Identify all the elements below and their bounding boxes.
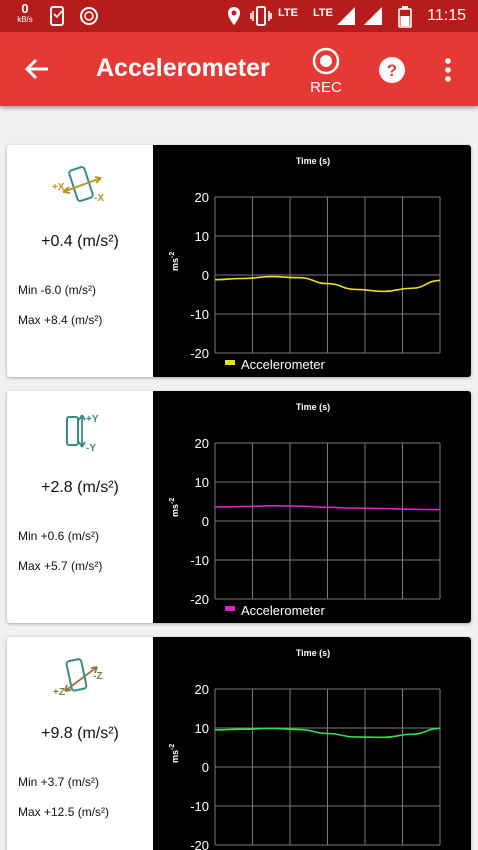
record-label: REC <box>310 79 342 96</box>
z-axis-icon: -Z +Z <box>53 658 102 697</box>
y-tick-label: -20 <box>190 838 209 850</box>
max-value: Max +12.5 (m/s²) <box>18 805 110 819</box>
back-arrow-icon[interactable] <box>22 54 52 84</box>
z-minus-label: -Z <box>93 671 102 682</box>
legend-swatch <box>225 606 235 611</box>
status-bar: 0 kB/s LTE LTE R R 11:15 <box>0 0 478 32</box>
y-axis-label: ms-2 <box>169 744 180 763</box>
sensor-card-z: -Z +Z +9.8 (m/s²) Min +3.7 (m/s²) Max +1… <box>7 637 471 850</box>
legend-label: Accelerometer <box>241 357 325 372</box>
current-value: +9.8 (m/s²) <box>41 725 119 742</box>
y-tick-label: 10 <box>195 721 209 736</box>
legend-label: Accelerometer <box>241 603 325 618</box>
y-axis-label-exponent: -2 <box>169 252 176 258</box>
net-speed-value: 0 <box>21 1 29 16</box>
signal-icon <box>337 7 355 25</box>
chart-time-label: Time (s) <box>296 156 330 166</box>
legend-swatch <box>225 360 235 365</box>
y-tick-label: 10 <box>195 475 209 490</box>
sensor-card-y: +Y -Y +2.8 (m/s²) Min +0.6 (m/s²) Max +5… <box>7 391 471 623</box>
x-plus-label: +X <box>52 182 65 193</box>
series-line <box>214 275 441 293</box>
sensor-readout-y: +Y -Y +2.8 (m/s²) Min +0.6 (m/s²) Max +5… <box>7 391 153 623</box>
app-icon <box>80 7 98 25</box>
sensor-readout-x: +X -X +0.4 (m/s²) Min -6.0 (m/s²) Max +8… <box>7 145 153 377</box>
min-value: Min -6.0 (m/s²) <box>18 283 96 297</box>
chart-x: Time (s) 20 10 0 -10 -20 ms-2 Accelerometer <box>153 145 471 377</box>
app-bar: Accelerometer REC ? <box>0 32 478 106</box>
y-tick-label: 20 <box>195 436 209 451</box>
sensor-card-x: +X -X +0.4 (m/s²) Min -6.0 (m/s²) Max +8… <box>7 145 471 377</box>
max-value: Max +5.7 (m/s²) <box>18 559 103 573</box>
vibrate-icon <box>250 6 272 26</box>
roaming-indicator-1: R <box>339 11 345 20</box>
chart-time-label: Time (s) <box>296 648 330 658</box>
y-tick-label: -10 <box>190 307 209 322</box>
screenshot-icon <box>50 6 64 26</box>
y-tick-label: -10 <box>190 799 209 814</box>
series-line <box>214 727 441 739</box>
y-axis-icon: +Y -Y <box>66 414 99 451</box>
y-tick-label: 20 <box>195 682 209 697</box>
line-chart-x: Time (s) 20 10 0 -10 -20 ms-2 Accelerometer <box>169 156 441 372</box>
roaming-indicator-2: R <box>366 11 372 20</box>
y-axis-label: ms-2 <box>169 498 180 517</box>
min-value: Min +0.6 (m/s²) <box>18 529 100 543</box>
y-tick-label: 10 <box>195 229 209 244</box>
svg-text:?: ? <box>387 61 397 80</box>
y-tick-label: 0 <box>202 760 209 775</box>
help-icon[interactable]: ? <box>378 56 406 84</box>
sensor-readout-z: -Z +Z +9.8 (m/s²) Min +3.7 (m/s²) Max +1… <box>7 637 153 850</box>
y-tick-label: 0 <box>202 514 209 529</box>
chart-time-label: Time (s) <box>296 402 330 412</box>
y-tick-label: 0 <box>202 268 209 283</box>
line-chart-y: Time (s) 20 10 0 -10 -20 ms-2 Accelerometer <box>169 402 441 618</box>
lte-indicator-2: LTE <box>313 7 333 19</box>
x-axis-icon: +X -X <box>52 166 104 204</box>
x-minus-label: -X <box>94 193 104 204</box>
max-value: Max +8.4 (m/s²) <box>18 313 103 327</box>
current-value: +0.4 (m/s²) <box>41 233 119 250</box>
y-axis-label-exponent: -2 <box>169 744 176 750</box>
min-value: Min +3.7 (m/s²) <box>18 775 100 789</box>
net-speed-indicator: 0 kB/s <box>14 1 36 25</box>
series-line <box>214 504 441 511</box>
signal-icon <box>364 7 382 25</box>
y-tick-label: -20 <box>190 346 209 361</box>
lte-indicator-1: LTE <box>278 7 298 19</box>
z-plus-label: +Z <box>53 687 65 697</box>
clock: 11:15 <box>427 7 466 24</box>
y-tick-label: 20 <box>195 190 209 205</box>
location-icon <box>228 7 240 25</box>
page-title: Accelerometer <box>96 54 270 82</box>
record-button[interactable]: REC <box>306 46 346 96</box>
y-axis-label-exponent: -2 <box>169 498 176 504</box>
record-icon <box>312 47 340 75</box>
more-vert-icon[interactable] <box>440 56 456 84</box>
y-plus-label: +Y <box>86 414 99 425</box>
y-minus-label: -Y <box>86 443 96 451</box>
net-speed-unit: kB/s <box>17 15 33 24</box>
battery-icon <box>398 6 412 28</box>
chart-y: Time (s) 20 10 0 -10 -20 ms-2 Accelerometer <box>153 391 471 623</box>
y-axis-label: ms-2 <box>169 252 180 271</box>
y-tick-label: -20 <box>190 592 209 607</box>
y-tick-label: -10 <box>190 553 209 568</box>
current-value: +2.8 (m/s²) <box>41 479 119 496</box>
